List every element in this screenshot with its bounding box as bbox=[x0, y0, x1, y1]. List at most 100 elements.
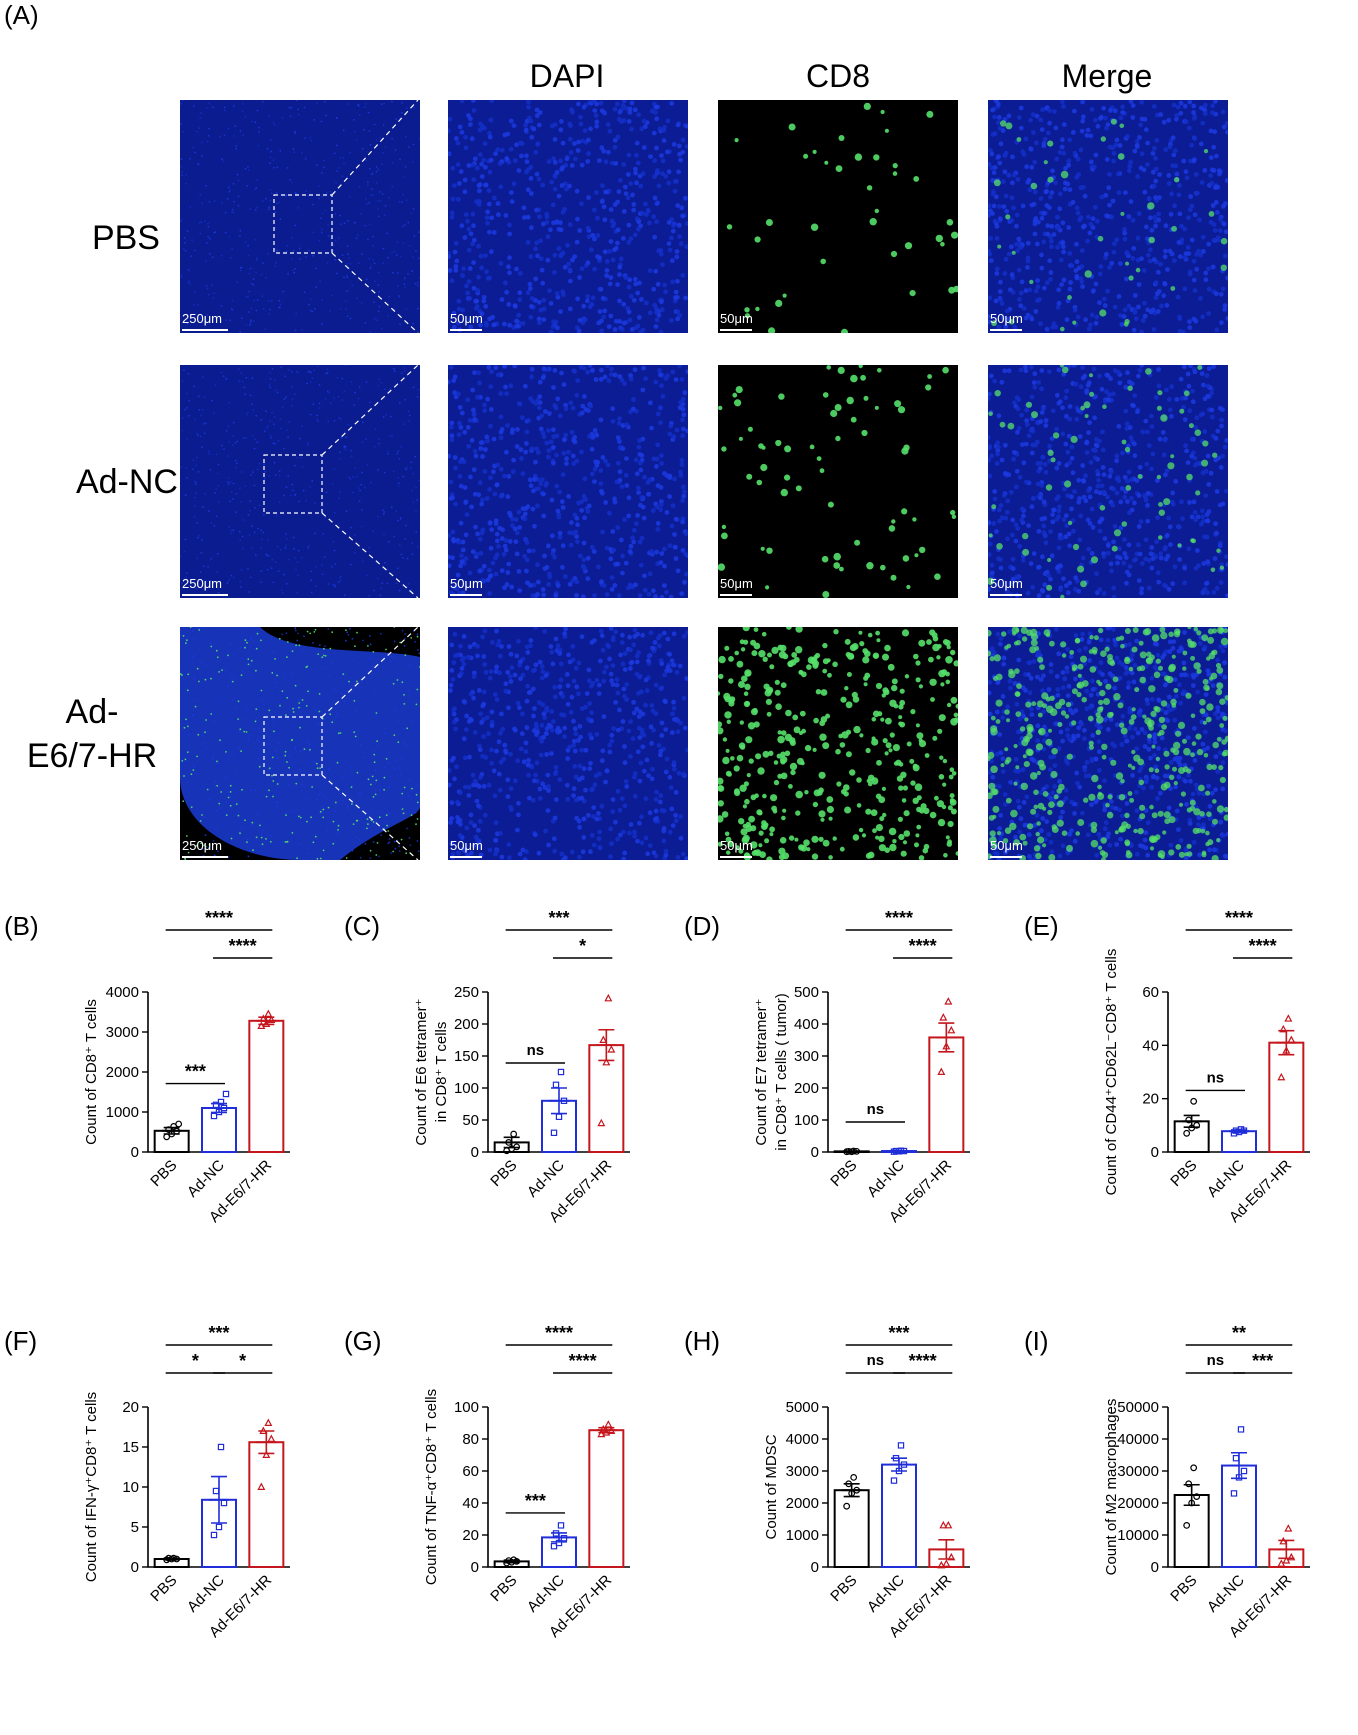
bar bbox=[249, 1442, 283, 1567]
x-tick-label: PBS bbox=[147, 1572, 180, 1605]
scale-bar-label: 50μm bbox=[990, 311, 1023, 326]
scale-bar: 50μm bbox=[720, 838, 752, 858]
scale-bar-line bbox=[450, 856, 482, 858]
scale-bar-line bbox=[990, 594, 1022, 596]
data-point bbox=[1288, 1037, 1294, 1043]
y-axis-label: Count of IFN-γ⁺CD8⁺ T cells bbox=[83, 1392, 100, 1582]
scale-bar-line bbox=[720, 594, 752, 596]
data-point bbox=[1186, 1481, 1192, 1487]
significance-label: ** bbox=[1232, 1323, 1246, 1343]
significance-label: ns bbox=[867, 1352, 885, 1369]
y-tick-label: 20 bbox=[462, 1527, 479, 1544]
micrograph-ad-nc-merge bbox=[988, 365, 1228, 598]
y-tick-label: 0 bbox=[811, 1144, 819, 1161]
y-tick-label: 60 bbox=[1142, 984, 1159, 1001]
scale-bar: 50μm bbox=[450, 576, 482, 596]
scale-bar-label: 250μm bbox=[182, 311, 222, 326]
data-point bbox=[898, 1443, 903, 1448]
panel-letter: (E) bbox=[1024, 911, 1059, 941]
y-tick-label: 250 bbox=[454, 984, 479, 1001]
y-tick-label: 10 bbox=[122, 1479, 139, 1496]
bar bbox=[882, 1465, 916, 1567]
y-tick-label: 5000 bbox=[786, 1399, 819, 1416]
scale-bar: 250μm bbox=[182, 576, 228, 596]
y-tick-label: 40 bbox=[462, 1495, 479, 1512]
x-tick-label: Ad-NC bbox=[184, 1157, 228, 1201]
micrograph-pbs-cd8 bbox=[718, 100, 958, 333]
y-axis-label: Count of CD8⁺ T cells bbox=[83, 999, 100, 1145]
y-tick-label: 200 bbox=[454, 1016, 479, 1033]
scale-bar-line bbox=[990, 856, 1022, 858]
bar bbox=[249, 1021, 283, 1152]
x-tick-label: PBS bbox=[1167, 1572, 1200, 1605]
y-tick-label: 0 bbox=[131, 1144, 139, 1161]
x-tick-label: Ad-NC bbox=[184, 1572, 228, 1616]
micrograph-ad-nc-cd8 bbox=[718, 365, 958, 598]
data-point bbox=[265, 1420, 271, 1426]
x-tick-label: PBS bbox=[147, 1157, 180, 1190]
micrograph-ad-nc-overview bbox=[180, 365, 420, 598]
y-tick-label: 5 bbox=[131, 1519, 139, 1536]
significance-label: * bbox=[192, 1351, 199, 1371]
y-tick-label: 0 bbox=[811, 1559, 819, 1576]
y-tick-label: 30000 bbox=[1117, 1463, 1159, 1480]
panel-letter: (F) bbox=[4, 1326, 37, 1356]
data-point bbox=[600, 1037, 606, 1043]
significance-label: **** bbox=[909, 936, 937, 956]
x-tick-label: Ad-NC bbox=[864, 1572, 908, 1616]
y-tick-label: 100 bbox=[454, 1080, 479, 1097]
data-point bbox=[211, 1532, 216, 1537]
x-tick-label: PBS bbox=[487, 1572, 520, 1605]
data-point bbox=[213, 1488, 218, 1493]
significance-label: **** bbox=[1249, 936, 1277, 956]
scale-bar-line bbox=[182, 594, 228, 596]
x-tick-label: Ad-NC bbox=[1204, 1157, 1248, 1201]
micrograph-pbs-dapi bbox=[448, 100, 688, 333]
panel-letter: (H) bbox=[684, 1326, 720, 1356]
data-point bbox=[1278, 1074, 1284, 1080]
data-point bbox=[1191, 1465, 1197, 1471]
micrograph-pbs-merge bbox=[988, 100, 1228, 333]
data-point bbox=[891, 1478, 896, 1483]
data-point bbox=[553, 1082, 558, 1087]
scale-bar-line bbox=[990, 329, 1022, 331]
data-point bbox=[551, 1130, 556, 1135]
data-point bbox=[558, 1069, 563, 1074]
significance-label: *** bbox=[548, 908, 569, 928]
y-tick-label: 100 bbox=[794, 1112, 819, 1129]
bar bbox=[589, 1430, 623, 1567]
significance-label: ns bbox=[1207, 1069, 1225, 1086]
row-label-ad-e67-hr: Ad- E6/7-HR bbox=[2, 690, 182, 778]
significance-label: **** bbox=[569, 1351, 597, 1371]
significance-label: **** bbox=[205, 908, 233, 928]
data-point bbox=[216, 1524, 221, 1529]
column-header-merge: Merge bbox=[977, 58, 1237, 95]
y-tick-label: 2000 bbox=[106, 1064, 139, 1081]
y-tick-label: 0 bbox=[471, 1144, 479, 1161]
data-point bbox=[265, 1011, 271, 1017]
y-tick-label: 10000 bbox=[1117, 1527, 1159, 1544]
y-tick-label: 200 bbox=[794, 1080, 819, 1097]
column-header-dapi: DAPI bbox=[437, 58, 697, 95]
x-tick-label: Ad-NC bbox=[524, 1157, 568, 1201]
y-tick-label: 300 bbox=[794, 1048, 819, 1065]
y-tick-label: 3000 bbox=[106, 1024, 139, 1041]
micrograph-ad-e67-hr-merge bbox=[988, 627, 1228, 860]
data-point bbox=[1231, 1491, 1236, 1496]
y-tick-label: 400 bbox=[794, 1016, 819, 1033]
micrograph-ad-nc-dapi bbox=[448, 365, 688, 598]
panel-letter: (D) bbox=[684, 911, 720, 941]
data-point bbox=[1238, 1427, 1243, 1432]
y-axis-label: Count of MDSC bbox=[763, 1434, 780, 1539]
scale-bar: 250μm bbox=[182, 838, 228, 858]
micrograph-ad-e67-hr-cd8 bbox=[718, 627, 958, 860]
scale-bar: 50μm bbox=[720, 576, 752, 596]
y-tick-label: 60 bbox=[462, 1463, 479, 1480]
data-point bbox=[945, 998, 951, 1004]
significance-label: *** bbox=[208, 1323, 229, 1343]
significance-label: * bbox=[579, 936, 586, 956]
y-tick-label: 20 bbox=[1142, 1091, 1159, 1108]
